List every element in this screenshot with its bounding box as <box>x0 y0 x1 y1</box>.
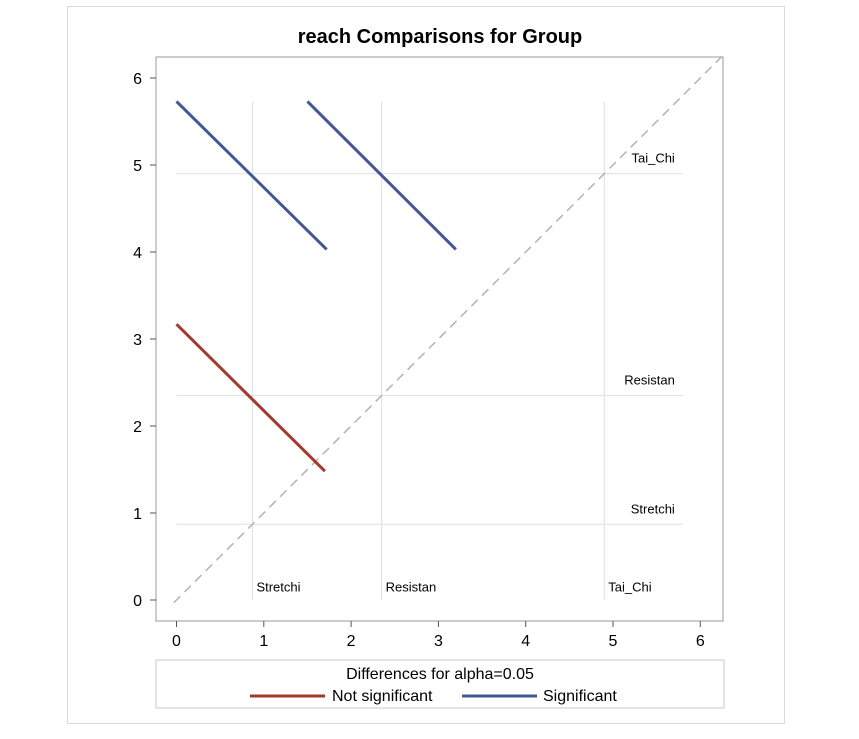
chart-frame <box>67 6 785 724</box>
y-group-label: Resistan <box>624 373 675 388</box>
y-group-label: Tai_Chi <box>631 151 674 166</box>
comparison-segment-significant <box>306 100 457 251</box>
x-tick-label: 1 <box>259 633 268 650</box>
y-tick-label: 2 <box>133 419 142 436</box>
comparison-segment-not-significant <box>175 323 326 473</box>
y-tick-label: 1 <box>133 506 142 523</box>
x-tick-label: 3 <box>434 633 443 650</box>
diagonal-identity-line <box>173 55 723 604</box>
legend-box <box>155 659 725 709</box>
y-tick-label: 0 <box>133 593 142 610</box>
y-tick-label: 5 <box>133 158 142 175</box>
y-tick-label: 6 <box>133 71 142 88</box>
chart-title: reach Comparisons for Group <box>298 26 583 48</box>
x-tick-label: 5 <box>609 633 618 650</box>
comparison-segment-significant <box>175 100 328 251</box>
x-tick-label: 0 <box>172 633 181 650</box>
legend-entry-label: Significant <box>543 688 617 705</box>
x-tick-label: 2 <box>347 633 356 650</box>
y-tick-label: 4 <box>133 245 142 262</box>
x-group-label: Resistan <box>386 579 437 594</box>
x-group-label: Tai_Chi <box>608 579 651 594</box>
legend-entry-label: Not significant <box>332 688 433 705</box>
y-group-label: Stretchi <box>631 501 675 516</box>
x-tick-label: 6 <box>696 633 705 650</box>
legend-title: Differences for alpha=0.05 <box>346 666 534 683</box>
x-tick-label: 4 <box>521 633 530 650</box>
y-tick-label: 3 <box>133 332 142 349</box>
x-group-label: Stretchi <box>256 579 300 594</box>
